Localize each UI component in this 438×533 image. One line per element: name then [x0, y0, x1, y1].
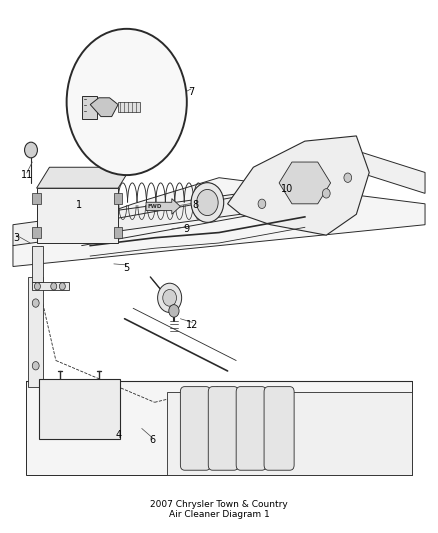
Text: 11: 11 — [21, 170, 33, 180]
Circle shape — [169, 305, 179, 317]
Circle shape — [158, 283, 182, 312]
Circle shape — [25, 142, 37, 158]
Circle shape — [163, 289, 177, 306]
Circle shape — [35, 282, 40, 290]
Polygon shape — [13, 141, 425, 246]
Polygon shape — [39, 379, 120, 439]
Circle shape — [67, 29, 187, 175]
Polygon shape — [114, 193, 123, 204]
Polygon shape — [26, 382, 412, 475]
Polygon shape — [13, 177, 425, 266]
Text: 5: 5 — [124, 263, 130, 272]
Text: 12: 12 — [186, 320, 198, 330]
Text: 1: 1 — [77, 200, 82, 210]
Text: 4: 4 — [115, 430, 121, 440]
Polygon shape — [118, 102, 140, 112]
Circle shape — [59, 282, 65, 290]
Text: 10: 10 — [281, 184, 293, 194]
Polygon shape — [32, 246, 43, 282]
Circle shape — [258, 199, 266, 208]
Circle shape — [32, 361, 39, 370]
Polygon shape — [28, 277, 43, 386]
Polygon shape — [32, 193, 41, 204]
Polygon shape — [36, 167, 131, 188]
Polygon shape — [279, 162, 331, 204]
Text: Air Cleaner Diagram 1: Air Cleaner Diagram 1 — [169, 510, 269, 519]
FancyBboxPatch shape — [236, 386, 266, 470]
FancyBboxPatch shape — [264, 386, 294, 470]
Circle shape — [322, 189, 330, 198]
Polygon shape — [32, 282, 69, 290]
Text: FWD: FWD — [148, 204, 162, 209]
Circle shape — [344, 173, 352, 182]
FancyBboxPatch shape — [180, 386, 210, 470]
Circle shape — [191, 183, 224, 222]
Polygon shape — [36, 188, 118, 243]
Circle shape — [197, 189, 218, 215]
Polygon shape — [146, 199, 180, 214]
Text: 3: 3 — [13, 233, 19, 243]
FancyBboxPatch shape — [208, 386, 238, 470]
Text: 9: 9 — [184, 224, 190, 234]
Polygon shape — [228, 136, 369, 235]
Circle shape — [32, 299, 39, 307]
Circle shape — [51, 282, 57, 290]
Polygon shape — [90, 98, 118, 117]
Text: 6: 6 — [149, 435, 155, 445]
Text: 8: 8 — [192, 200, 198, 210]
Text: 7: 7 — [188, 86, 194, 96]
Polygon shape — [114, 227, 123, 238]
Polygon shape — [81, 96, 97, 119]
Polygon shape — [167, 392, 412, 475]
Polygon shape — [32, 227, 41, 238]
Text: 2007 Chrysler Town & Country: 2007 Chrysler Town & Country — [150, 499, 288, 508]
